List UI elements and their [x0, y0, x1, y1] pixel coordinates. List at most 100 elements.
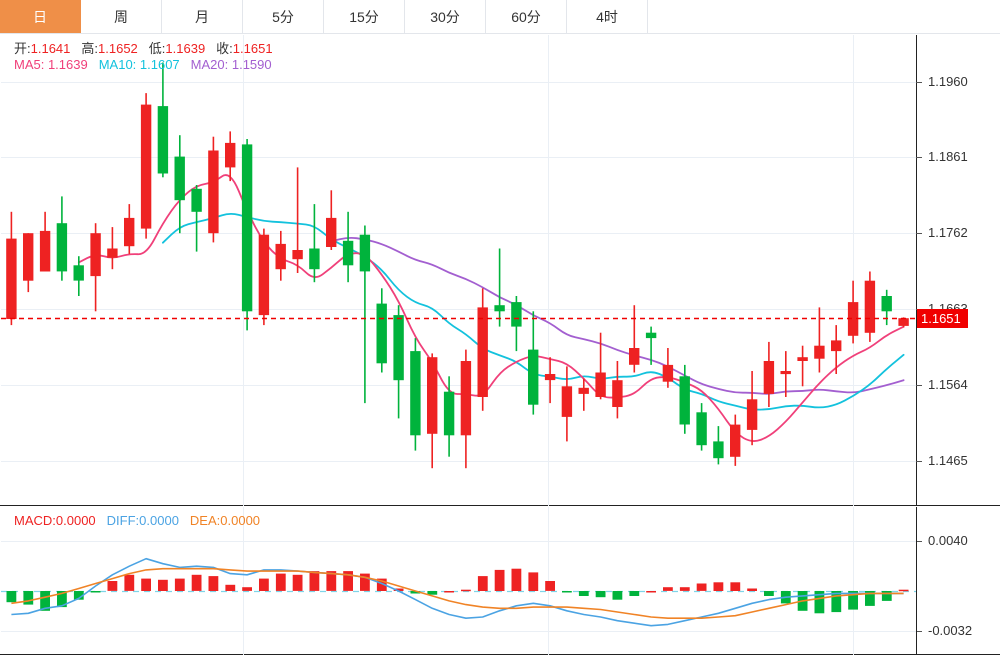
candle-body [477, 307, 488, 397]
macd-histogram-bar [174, 578, 185, 591]
macd-histogram-bar [6, 591, 17, 603]
macd-histogram-bar [275, 573, 286, 591]
candle-body [225, 142, 236, 168]
macd-histogram-bar [511, 568, 522, 591]
candle-body [275, 243, 286, 270]
candle-body [326, 217, 337, 247]
macd-histogram-bar [73, 591, 84, 600]
price-axis-label-0: 1.1960 [928, 73, 968, 89]
candle-body [831, 340, 842, 352]
macd-histogram-bar [848, 591, 858, 610]
macd-diff-line [11, 557, 904, 627]
candle-body [511, 302, 522, 327]
macd-histogram-bar [208, 576, 219, 591]
macd-histogram-bar [124, 574, 135, 591]
candle-body [427, 357, 438, 434]
candle-body [241, 144, 253, 312]
candle-body [713, 441, 724, 459]
macd-histogram-bar [141, 578, 151, 591]
tab-4[interactable]: 5分 [243, 0, 324, 33]
candle-body [6, 238, 17, 319]
candle-body [494, 305, 505, 312]
timeframe-tab-bar[interactable]: 日周月 5分 15分 30分 60分 4时 [0, 0, 1000, 34]
candle-body [679, 376, 690, 425]
candle-body [612, 380, 623, 407]
candle-body [696, 412, 707, 446]
tab-5[interactable]: 15分 [324, 0, 405, 33]
macd-histogram-bar [528, 572, 539, 591]
macd-histogram-bar [764, 591, 774, 596]
candle-body [191, 188, 202, 212]
macd-histogram-bar [865, 591, 875, 606]
macd-histogram-bar [562, 591, 572, 593]
macd-histogram-bar [376, 578, 387, 591]
macd-histogram-bar [57, 591, 67, 608]
candle-body [864, 280, 876, 333]
ma20-line [330, 237, 905, 395]
macd-plot [1, 507, 922, 655]
candle-body [780, 371, 791, 375]
macd-histogram-bar [23, 591, 34, 605]
candle-body [140, 104, 152, 229]
candle-body [881, 296, 892, 312]
tab-3[interactable]: 月 [162, 0, 243, 33]
candle-body [39, 230, 51, 272]
macd-histogram-bar [326, 571, 337, 591]
candle-body [814, 345, 825, 359]
macd-histogram-bar [410, 591, 421, 594]
macd-histogram-bar [663, 587, 673, 591]
current-price-tag: 1.1651 [917, 308, 968, 328]
tab-1[interactable]: 日 [0, 0, 81, 33]
candle-body [898, 318, 909, 326]
macd-histogram-bar [612, 591, 623, 600]
candle-body [528, 349, 539, 405]
price-chart-panel[interactable]: 开:1.1641 高:1.1652 低:1.1639 收:1.1651 MA5: 1.… [0, 35, 1000, 506]
tab-7[interactable]: 60分 [486, 0, 567, 33]
macd-histogram-bar [679, 587, 690, 591]
macd-chart-panel[interactable]: MACD:0.0000 DIFF:0.0000 DEA:0.0000 0.0040-… [0, 507, 1000, 655]
candle-body [460, 361, 472, 436]
candle-body [629, 348, 640, 365]
macd-histogram-bar [393, 588, 404, 591]
macd-histogram-bar [477, 576, 488, 591]
ma10-line [162, 212, 905, 411]
macd-histogram-bar [881, 591, 892, 601]
candle-body [258, 234, 270, 316]
candle-body [662, 364, 674, 382]
candle-body [292, 250, 303, 260]
macd-histogram-bar [814, 591, 825, 614]
tab-6[interactable]: 30分 [405, 0, 486, 33]
macd-histogram-bar [646, 591, 656, 593]
macd-histogram-bar [444, 591, 454, 593]
macd-axis-label-1: -0.0032 [928, 622, 973, 638]
macd-histogram-bar [191, 574, 202, 591]
macd-histogram-bar [90, 591, 101, 593]
price-axis-label-2: 1.1762 [928, 225, 968, 241]
candle-body [797, 357, 808, 361]
macd-histogram-bar [343, 571, 353, 591]
candle-body [730, 424, 741, 457]
candle-body [107, 248, 118, 258]
candle-body [376, 303, 387, 364]
tab-2[interactable]: 周 [81, 0, 162, 33]
macd-histogram-bar [259, 578, 269, 591]
candle-body [342, 240, 354, 266]
macd-axis-label-0: 0.0040 [928, 533, 968, 549]
macd-histogram-bar [427, 591, 438, 595]
macd-histogram-bar [578, 591, 589, 596]
tab-8[interactable]: 4时 [567, 0, 648, 33]
macd-histogram-bar [225, 584, 236, 591]
candle-body [544, 374, 556, 381]
candle-body [208, 150, 219, 234]
macd-histogram-bar [730, 582, 741, 591]
tab-bar-filler [648, 0, 1000, 33]
macd-histogram-bar [545, 581, 555, 591]
candle-body [847, 302, 859, 336]
macd-histogram-bar [595, 591, 606, 598]
price-axis-label-1: 1.1861 [928, 149, 968, 165]
candle-body [124, 217, 135, 247]
candle-body [23, 233, 34, 281]
macd-histogram-bar [158, 579, 168, 591]
candle-body [746, 399, 758, 430]
candle-body [645, 332, 657, 339]
